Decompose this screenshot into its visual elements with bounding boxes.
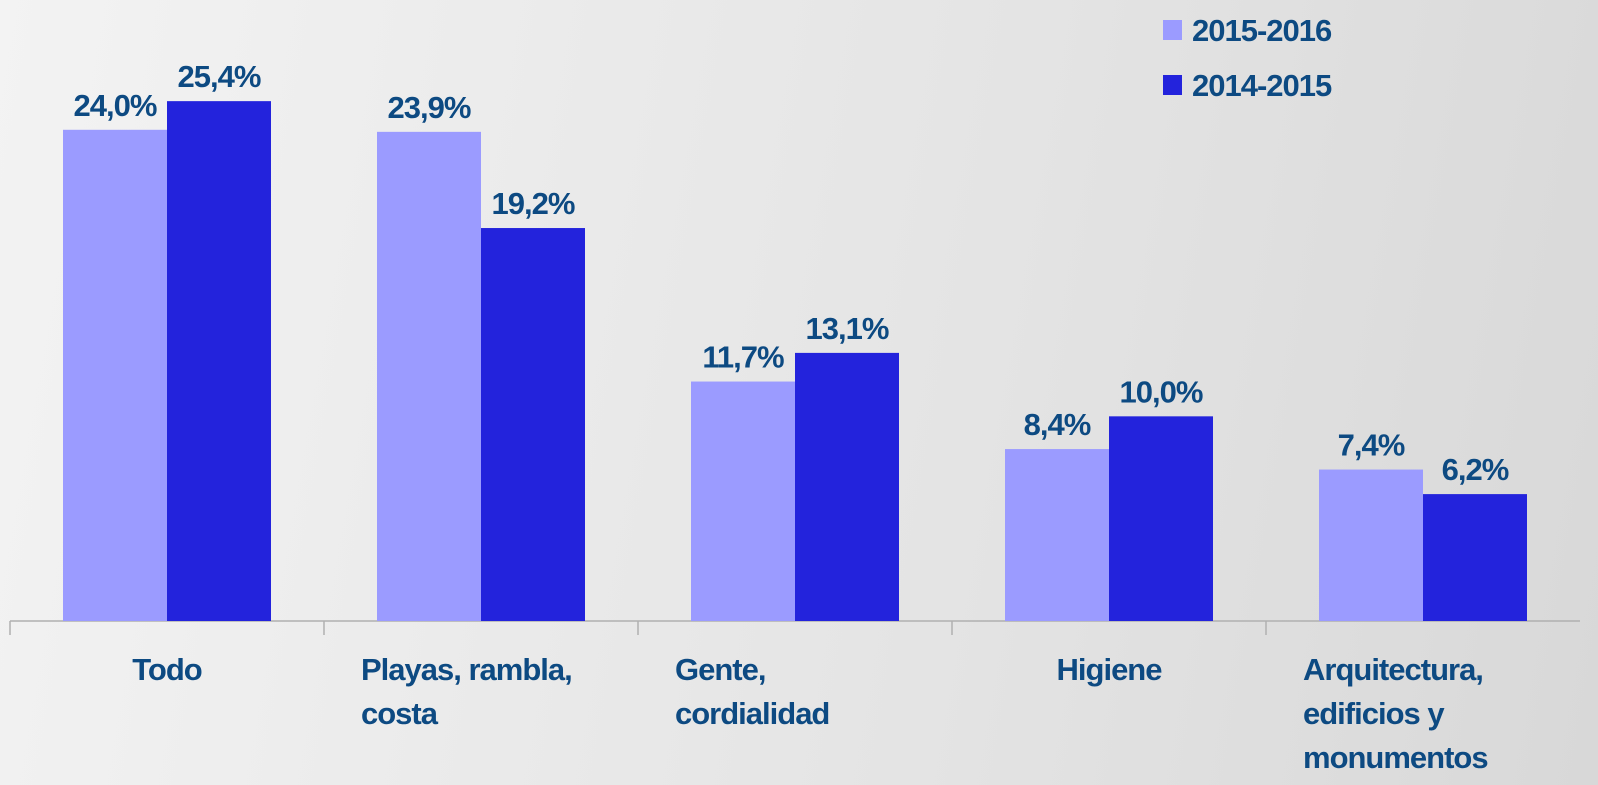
x-tick-label: Todo: [10, 648, 324, 692]
bar: [691, 381, 795, 621]
value-label: 24,0%: [74, 88, 157, 123]
bar: [63, 129, 167, 622]
legend-swatch: [1163, 75, 1182, 95]
x-tick-label: Gente, cordialidad: [638, 648, 952, 736]
value-label: 8,4%: [1024, 407, 1091, 442]
legend-swatch: [1163, 20, 1182, 40]
legend-label: 2015-2016: [1192, 13, 1332, 48]
x-tick-label: Playas, rambla, costa: [324, 648, 638, 736]
bar: [377, 131, 481, 621]
x-tick-label: Arquitectura, edificios y monumentos: [1266, 648, 1580, 780]
value-label: 7,4%: [1338, 428, 1405, 463]
value-label: 13,1%: [806, 311, 889, 346]
x-tick-label-text: Playas, rambla, costa: [361, 652, 573, 731]
x-tick-label-text: Higiene: [1056, 652, 1163, 687]
bar: [1319, 469, 1423, 621]
x-tick-label-text: Gente, cordialidad: [675, 652, 830, 731]
value-label: 6,2%: [1442, 452, 1509, 487]
x-tick-label: Higiene: [952, 648, 1266, 692]
bar: [1005, 449, 1109, 621]
value-label: 10,0%: [1120, 374, 1203, 409]
bar: [1423, 494, 1527, 621]
legend-label: 2014-2015: [1192, 68, 1332, 103]
value-label: 19,2%: [492, 186, 575, 221]
value-label: 25,4%: [178, 59, 261, 94]
bar: [795, 352, 899, 621]
bar: [1109, 416, 1213, 621]
bar: [481, 228, 585, 622]
value-label: 23,9%: [388, 90, 471, 125]
bar: [167, 101, 271, 621]
value-label: 11,7%: [702, 340, 784, 375]
x-tick-label-text: Todo: [132, 652, 202, 687]
x-tick-label-text: Arquitectura, edificios y monumentos: [1303, 652, 1489, 775]
